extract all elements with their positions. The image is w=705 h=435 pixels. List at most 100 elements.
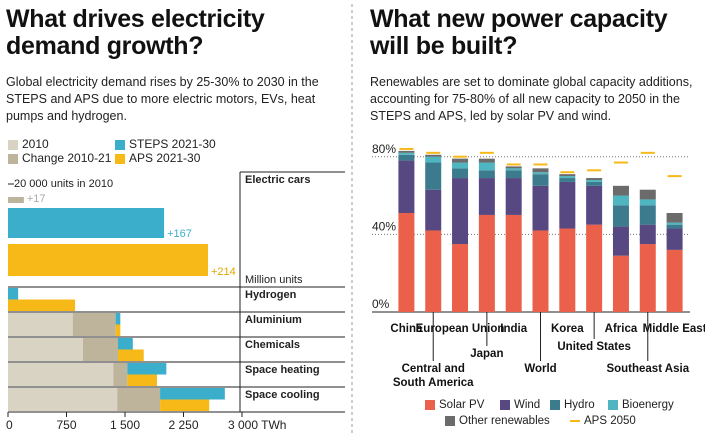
- bar-segment: [8, 313, 73, 336]
- right-title: What new power capacity will be built?: [370, 5, 668, 60]
- bar-segment: [666, 224, 683, 229]
- bar-segment: [639, 205, 656, 225]
- bar-segment: [505, 214, 522, 312]
- value-label: +214: [211, 266, 236, 278]
- bar-segment: [398, 150, 415, 153]
- bar-segment: [532, 230, 549, 312]
- bar-segment: [115, 324, 121, 336]
- bar-segment: [559, 176, 576, 179]
- bar-segment: [452, 162, 469, 169]
- y-tick-label: 80%: [372, 142, 396, 156]
- bar-segment: [398, 213, 415, 312]
- category-label: Chemicals: [245, 339, 300, 351]
- category-label: United States: [557, 341, 631, 353]
- bar-segment: [532, 174, 549, 186]
- bar-segment: [666, 228, 683, 250]
- bar-segment: [425, 162, 442, 190]
- bar-segment: [505, 178, 522, 215]
- unit-label: Million units: [245, 274, 303, 286]
- category-label: European Union: [415, 323, 505, 335]
- bar-segment: [612, 185, 629, 196]
- x-tick-label: 3 000 TWh: [228, 418, 286, 432]
- category-label: China: [390, 323, 423, 335]
- legend-label: APS 2050: [584, 415, 636, 427]
- bar-segment: [612, 195, 629, 206]
- bar-segment: [398, 154, 415, 161]
- legend-label: Wind: [514, 399, 540, 411]
- legend-label: STEPS 2021-30: [129, 137, 216, 151]
- bar-segment: [666, 213, 683, 223]
- category-label: World: [524, 363, 557, 375]
- bar-segment: [586, 181, 603, 186]
- bar-segment: [160, 399, 210, 411]
- legend-swatch: [500, 400, 510, 410]
- bar-segment: [452, 178, 469, 245]
- x-tick-label: 2 250: [168, 418, 198, 432]
- bar-segment: [639, 189, 656, 200]
- legend-swatch: [8, 140, 18, 150]
- bar-segment: [72, 313, 116, 336]
- bar-segment: [559, 178, 576, 182]
- bar-segment: [586, 185, 603, 225]
- y-tick-label: 0%: [372, 297, 390, 311]
- bar-segment: [639, 244, 656, 312]
- bar-segment: [117, 338, 133, 350]
- category-label: India: [500, 323, 528, 335]
- bar-segment: [82, 338, 118, 361]
- bar-segment: [115, 313, 121, 325]
- bar-segment: [505, 166, 522, 169]
- legend-label: Other renewables: [459, 415, 550, 427]
- category-label: Africa: [604, 323, 638, 335]
- legend-swatch: [425, 400, 435, 410]
- bar-segment: [117, 388, 161, 411]
- bar-segment: [8, 299, 76, 311]
- bar-segment: [639, 199, 656, 206]
- legend-label: Solar PV: [439, 399, 485, 411]
- value-label: +17: [27, 193, 46, 205]
- bar-segment: [586, 178, 603, 180]
- category-label: Aluminium: [245, 314, 302, 326]
- bar-segment: [478, 170, 495, 179]
- panel-title: Electric cars: [245, 174, 310, 186]
- bar-segment: [639, 224, 656, 245]
- bar-segment: [478, 158, 495, 163]
- bar-segment: [586, 180, 603, 182]
- bar-segment: [452, 244, 469, 312]
- bar-segment: [8, 363, 114, 386]
- bar-segment: [559, 181, 576, 229]
- bar-segment: [532, 172, 549, 175]
- y-tick-label: 40%: [372, 220, 396, 234]
- legend-swatch: [115, 140, 125, 150]
- bar: [8, 197, 24, 203]
- bar-segment: [505, 168, 522, 171]
- category-label: Central and South America: [392, 363, 474, 389]
- bar-segment: [117, 349, 144, 361]
- right-subtitle: Renewables are set to dominate global ca…: [370, 75, 693, 123]
- bar-segment: [398, 160, 415, 213]
- bar-segment: [532, 168, 549, 173]
- x-tick-label: 0: [6, 418, 13, 432]
- legend-label: 2010: [22, 137, 49, 151]
- legend-label: APS 2021-30: [129, 151, 201, 165]
- legend-swatch: [550, 400, 560, 410]
- bar-segment: [127, 363, 167, 375]
- value-label: +167: [167, 228, 192, 240]
- legend-label: Hydro: [564, 399, 595, 411]
- bar-segment: [586, 224, 603, 312]
- category-label: Space heating: [245, 364, 320, 376]
- legend-label: Change 2010-21: [22, 151, 112, 165]
- bar-segment: [160, 388, 225, 400]
- legend-swatch: [115, 154, 125, 164]
- category-label: Southeast Asia: [606, 363, 690, 375]
- bar-segment: [8, 338, 83, 361]
- bar-segment: [127, 374, 157, 386]
- x-tick-label: 1 500: [110, 418, 140, 432]
- bar-segment: [478, 178, 495, 215]
- category-label: Japan: [470, 348, 504, 360]
- bar-segment: [113, 363, 128, 386]
- bar-segment: [666, 222, 683, 225]
- legend-swatch: [8, 154, 18, 164]
- bar-segment: [425, 154, 442, 157]
